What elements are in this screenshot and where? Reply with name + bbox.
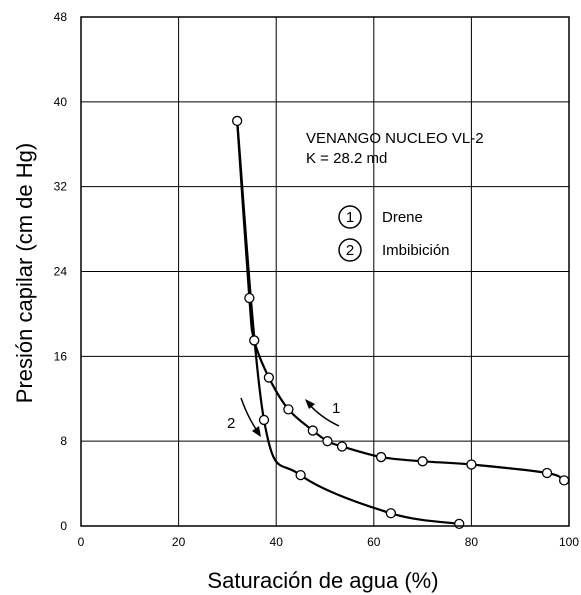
x-tick-label: 40 [270,535,284,549]
tick-labels: 0 20 40 60 80 100 0 8 16 24 32 40 48 [54,10,580,549]
data-point-series-1 [417,456,428,467]
data-point-series-1 [307,425,318,436]
data-point-series-1 [558,475,570,486]
data-point-series-1 [322,436,333,447]
plot-frame [80,16,570,527]
data-point-series-1 [244,292,255,304]
legend-label-imbibicion: Imbibición [382,242,450,259]
annotation-title: VENANGO NUCLEO VL-2 [306,130,484,147]
y-tick-label: 0 [60,519,67,533]
y-tick-label: 48 [54,10,68,24]
data-point-series-1 [232,115,243,127]
legend-number-1: 1 [346,209,354,226]
data-points [232,115,570,530]
curves [236,120,565,525]
x-tick-label: 100 [559,535,579,549]
legend-item-imbibicion: 2 Imbibición [338,238,450,262]
legend-item-drene: 1 Drene [338,205,423,229]
x-tick-label: 80 [465,535,479,549]
series-line-imbibicion [236,120,460,525]
curve-number-1: 1 [332,400,340,417]
curve-label-2: 2 [227,397,261,437]
data-point-series-1 [249,335,260,346]
y-tick-label: 32 [54,180,68,194]
curve-label-1: 1 [305,399,340,427]
y-axis-title: Presión capilar (cm de Hg) [12,143,37,403]
data-point-series-2 [295,469,306,481]
data-point-series-2 [258,414,270,426]
x-tick-label: 20 [172,535,186,549]
legend-label-drene: Drene [382,209,423,226]
y-tick-label: 16 [54,349,68,363]
data-point-series-2 [385,508,397,519]
data-point-series-1 [466,459,477,470]
arrow-drene-head [305,399,315,409]
data-point-series-1 [336,441,348,452]
y-tick-label: 24 [54,265,68,279]
grid [80,16,570,527]
curve-number-2: 2 [227,415,235,432]
y-tick-label: 40 [54,95,68,109]
data-point-series-1 [263,372,275,383]
legend-number-2: 2 [346,242,354,259]
data-point-series-2 [454,518,465,530]
data-point-series-1 [375,451,387,463]
x-tick-label: 60 [367,535,381,549]
legend-marker-2 [338,238,362,262]
arrow-imbibicion-head [252,426,261,437]
legend-marker-1 [338,205,362,229]
series-line-drene [236,120,565,482]
x-tick-label: 0 [78,535,85,549]
x-axis-title: Saturación de agua (%) [207,568,438,593]
arrow-imbibicion-icon [240,397,259,433]
y-tick-label: 8 [60,434,67,448]
data-point-series-1 [541,467,553,479]
data-point-series-1 [283,404,294,415]
annotation-subtitle: K = 28.2 md [306,150,387,167]
